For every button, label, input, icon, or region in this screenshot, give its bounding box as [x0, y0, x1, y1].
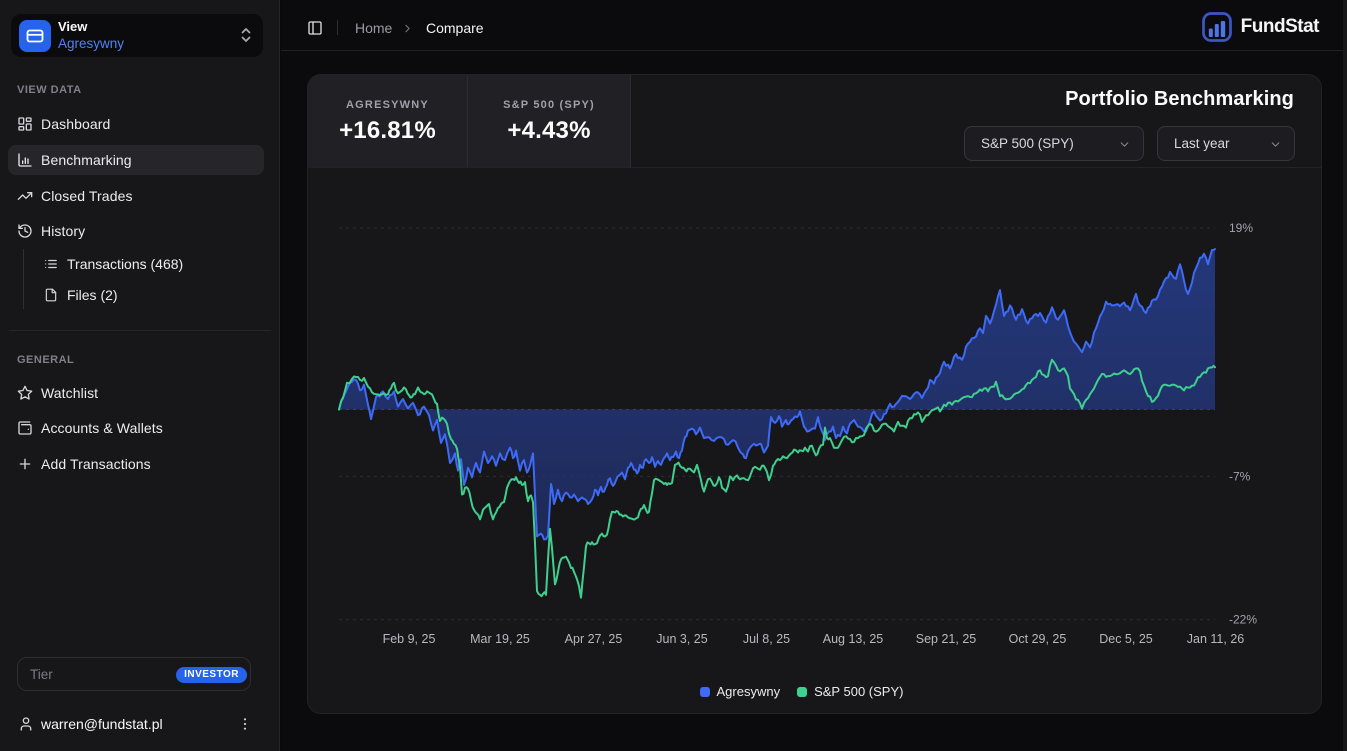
svg-text:19%: 19%: [1229, 221, 1253, 235]
svg-text:Mar 19, 25: Mar 19, 25: [470, 632, 530, 646]
svg-text:Jul 8, 25: Jul 8, 25: [743, 632, 790, 646]
svg-text:Sep 21, 25: Sep 21, 25: [916, 632, 977, 646]
svg-text:Jan 11, 26: Jan 11, 26: [1187, 632, 1245, 646]
svg-text:Aug 13, 25: Aug 13, 25: [823, 632, 884, 646]
svg-text:Apr 27, 25: Apr 27, 25: [565, 632, 623, 646]
svg-text:Feb 9, 25: Feb 9, 25: [383, 632, 436, 646]
svg-text:Oct 29, 25: Oct 29, 25: [1009, 632, 1067, 646]
svg-text:-22%: -22%: [1229, 613, 1257, 627]
svg-text:Dec 5, 25: Dec 5, 25: [1099, 632, 1153, 646]
svg-text:-7%: -7%: [1229, 469, 1251, 483]
svg-text:Jun 3, 25: Jun 3, 25: [656, 632, 707, 646]
